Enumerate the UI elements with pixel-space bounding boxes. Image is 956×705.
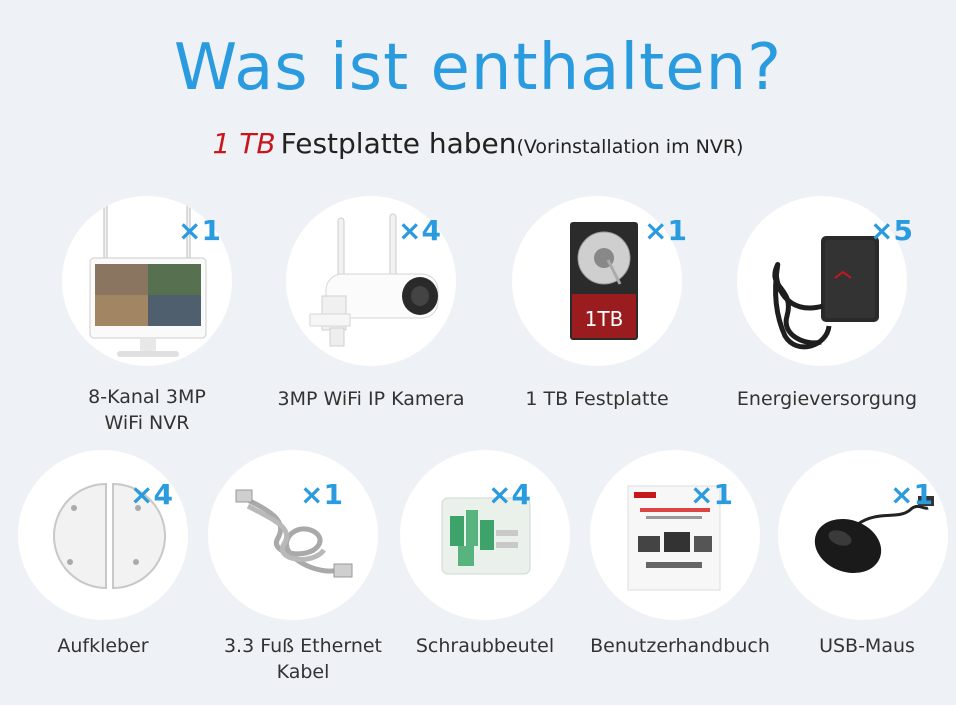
item-ethernet-circle [208,450,378,620]
item-hdd-label: 1 TB Festplatte [525,388,669,410]
item-hdd-quantity: ×1 [644,214,687,247]
item-sticker-circle [18,450,188,620]
item-camera-label: 3MP WiFi IP Kamera [277,388,465,410]
usb-mouse-icon [814,496,934,574]
user-manual-icon [627,485,721,591]
hdd-capacity-label: 1TB [585,307,624,331]
item-manual-label: Benutzerhandbuch [590,635,770,657]
hard-drive-icon: 1TB [570,222,638,340]
item-ethernet-quantity: ×1 [300,478,343,511]
subtitle-highlight: 1 TB [212,127,276,160]
subtitle-main: Festplatte haben [280,127,517,160]
item-mouse-quantity: ×1 [890,478,933,511]
item-screws-label: Schraubbeutel [415,635,555,657]
item-screws-quantity: ×4 [488,478,531,511]
item-hdd-circle: 1TB [512,196,682,366]
item-camera-circle [286,196,456,366]
item-nvr-circle [62,196,232,366]
item-nvr-quantity: ×1 [178,214,221,247]
power-adapter-icon [772,236,879,350]
item-screws-circle [400,450,570,620]
nvr-monitor-icon [89,203,207,357]
item-power-quantity: ×5 [870,214,913,247]
item-power-circle [737,196,907,366]
item-camera-quantity: ×4 [398,214,441,247]
page-title: Was ist enthalten? [173,31,783,105]
item-manual-quantity: ×1 [690,478,733,511]
item-sticker-label: Aufkleber [57,635,149,657]
item-ethernet-label: 3.3 Fuß Ethernet Kabel [223,635,383,683]
item-manual-circle [590,450,760,620]
subtitle-note: (Vorinstallation im NVR) [516,136,744,158]
item-mouse-circle [778,450,948,620]
wifi-camera-icon [309,213,439,347]
item-power-label: Energieversorgung [736,388,918,410]
ethernet-cable-icon [235,489,353,578]
page-subtitle: 1 TB Festplatte haben(Vorinstallation im… [0,124,956,168]
item-mouse-label: USB-Maus [819,635,915,657]
screw-bag-icon [441,497,531,575]
item-sticker-quantity: ×4 [130,478,173,511]
item-nvr-label: 8-Kanal 3MP WiFi NVR [88,386,206,434]
sticker-icon [53,482,166,590]
